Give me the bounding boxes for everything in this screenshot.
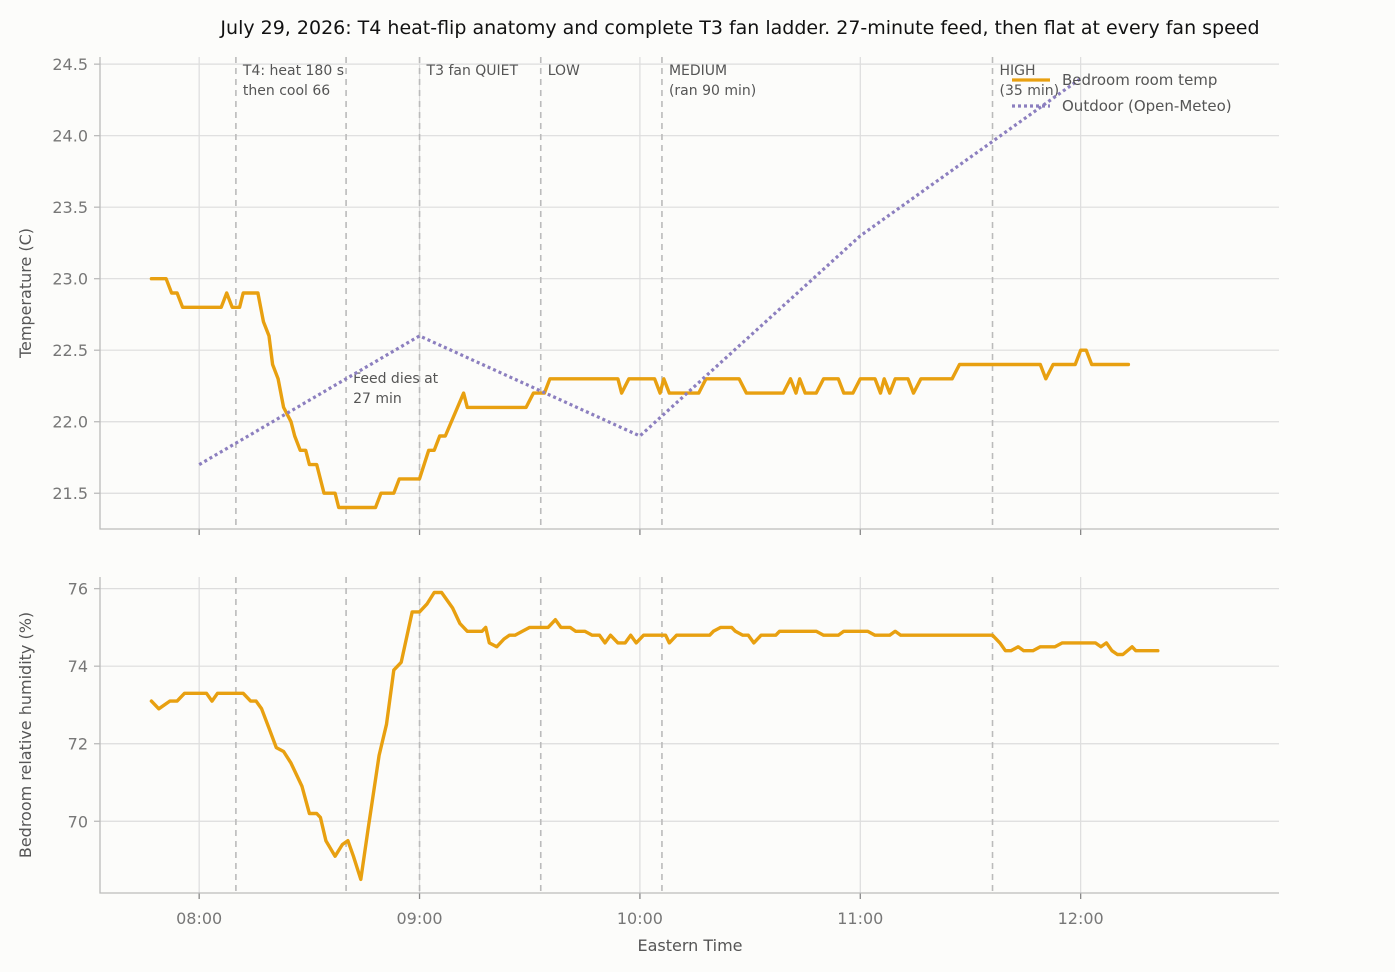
legend: Bedroom room temp Outdoor (Open-Meteo) bbox=[1012, 71, 1232, 115]
x-tick-label: 11:00 bbox=[837, 909, 883, 928]
event-annotation-line: MEDIUM bbox=[669, 63, 727, 79]
y-tick-label: 70 bbox=[68, 812, 88, 831]
y-tick-label: 23.5 bbox=[52, 198, 88, 217]
event-annotation-line: LOW bbox=[548, 63, 580, 79]
y-tick-label: 24.5 bbox=[52, 55, 88, 74]
x-axis-label: Eastern Time bbox=[637, 936, 742, 955]
y-tick-label: 22.0 bbox=[52, 413, 88, 432]
event-annotation: LOW bbox=[548, 63, 580, 79]
humidity-axis-label: Bedroom relative humidity (%) bbox=[16, 612, 35, 858]
y-tick-label: 24.0 bbox=[52, 127, 88, 146]
event-annotation: T3 fan QUIET bbox=[426, 63, 519, 79]
y-tick-label: 22.5 bbox=[52, 341, 88, 360]
event-annotation: HIGH (35 min) bbox=[1000, 63, 1060, 99]
y-tick-label: 74 bbox=[68, 657, 88, 676]
event-annotation: Feed dies at 27 min bbox=[353, 371, 439, 407]
event-annotation: MEDIUM (ran 90 min) bbox=[669, 63, 756, 99]
event-annotation-line: T3 fan QUIET bbox=[426, 63, 519, 79]
humidity-panel: 70 72 74 76 Bedroom relative humidity (%) bbox=[16, 577, 1279, 899]
event-annotation-line: HIGH bbox=[1000, 63, 1036, 79]
event-annotation-line: Feed dies at bbox=[353, 371, 439, 387]
legend-label-room-temp: Bedroom room temp bbox=[1062, 71, 1217, 89]
y-tick-label: 72 bbox=[68, 735, 88, 754]
temperature-panel: T4: heat 180 s then cool 66 Feed dies at 27… bbox=[16, 55, 1279, 535]
event-annotation-line: (ran 90 min) bbox=[669, 83, 756, 99]
axis-spine bbox=[99, 577, 1279, 894]
event-annotation-line: T4: heat 180 s bbox=[242, 63, 344, 79]
series-line-bedroom-relative-humidity bbox=[149, 590, 1160, 882]
event-annotation-line: (35 min) bbox=[1000, 83, 1060, 99]
series-line-outdoor-open-meteo bbox=[198, 77, 1082, 466]
x-tick-label: 12:00 bbox=[1058, 909, 1104, 928]
legend-label-outdoor: Outdoor (Open-Meteo) bbox=[1062, 97, 1232, 115]
y-tick-label: 76 bbox=[68, 580, 88, 599]
event-annotation-line: then cool 66 bbox=[243, 83, 330, 99]
event-annotation-line: 27 min bbox=[353, 391, 402, 407]
x-tick-label: 08:00 bbox=[176, 909, 222, 928]
y-tick-label: 21.5 bbox=[52, 484, 88, 503]
y-tick-label: 23.0 bbox=[52, 270, 88, 289]
temperature-axis-label: Temperature (C) bbox=[16, 228, 35, 359]
chart-title: July 29, 2026: T4 heat-flip anatomy and … bbox=[219, 17, 1259, 39]
event-annotation: T4: heat 180 s then cool 66 bbox=[242, 63, 344, 99]
x-tick-label: 09:00 bbox=[396, 909, 442, 928]
axis-spine bbox=[99, 57, 1279, 530]
x-tick-label: 10:00 bbox=[617, 909, 663, 928]
series-line-bedroom-room-temp bbox=[149, 277, 1131, 510]
